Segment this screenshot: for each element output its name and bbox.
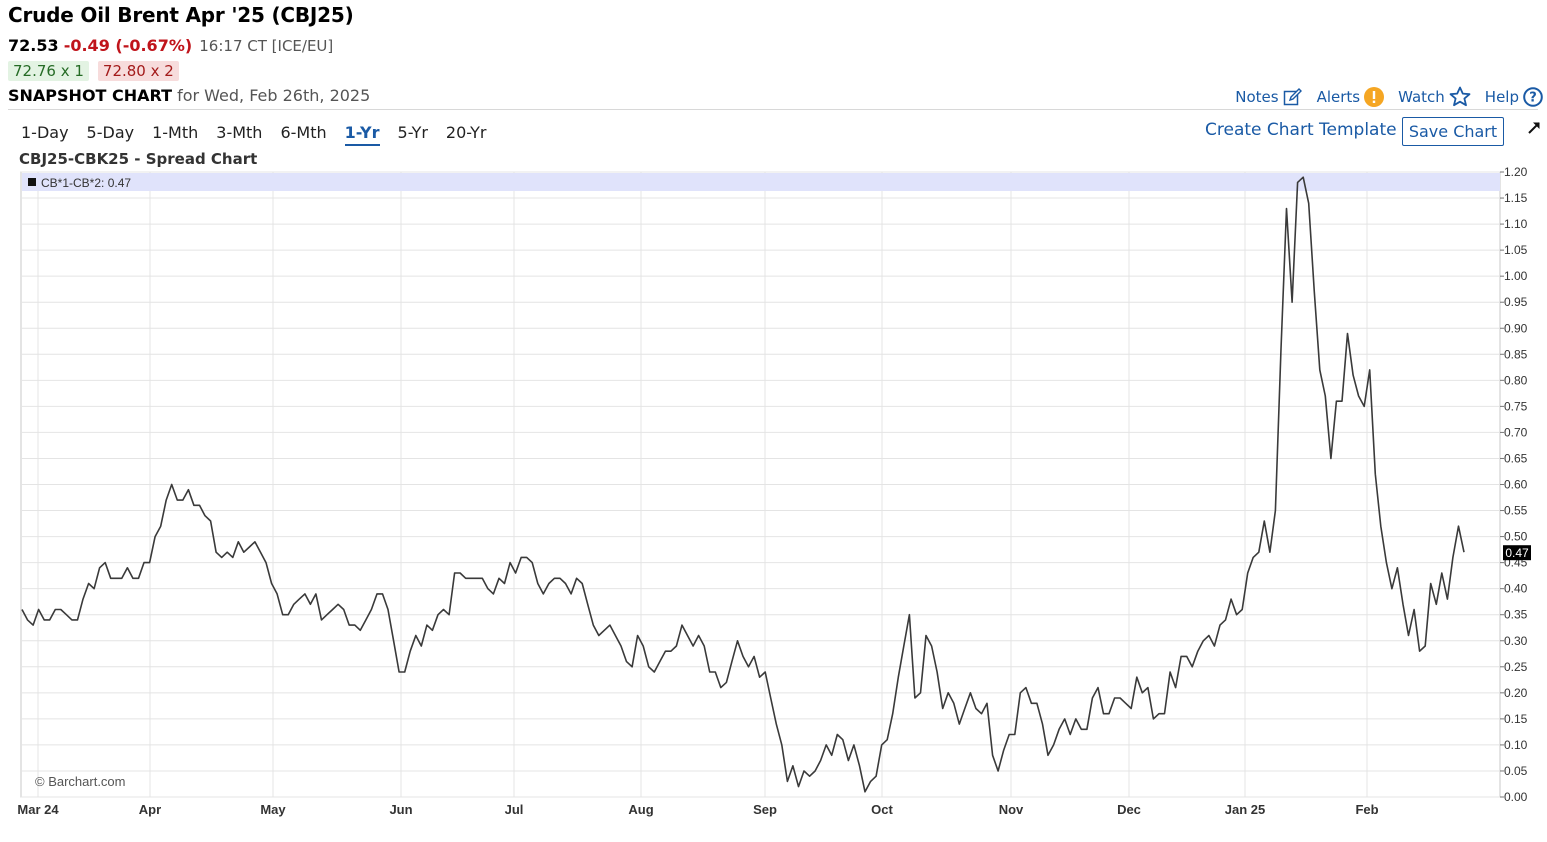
quote-line: 72.53 -0.49 (-0.67%) 16:17 CT [ICE/EU] — [8, 36, 333, 55]
x-tick-label: Sep — [753, 802, 777, 817]
y-tick-label: 1.10 — [1504, 217, 1528, 231]
help-button[interactable]: Help ? — [1484, 86, 1543, 107]
watermark: © Barchart.com — [35, 774, 126, 789]
bid-ask: 72.76 x 1 72.80 x 2 — [8, 61, 179, 81]
help-icon: ? — [1523, 86, 1543, 107]
quote-time: 16:17 CT [ICE/EU] — [199, 37, 334, 55]
notes-button[interactable]: Notes — [1235, 88, 1302, 106]
edit-icon — [1283, 87, 1303, 106]
chart-title: CBJ25-CBK25 - Spread Chart — [19, 150, 258, 168]
y-tick-label: 0.85 — [1504, 347, 1528, 361]
y-tick-label: 0.60 — [1504, 478, 1528, 492]
y-tick-label: 0.20 — [1504, 686, 1528, 700]
x-tick-label: Apr — [139, 802, 161, 817]
legend-swatch — [28, 178, 36, 186]
x-tick-label: Mar 24 — [17, 802, 59, 817]
y-tick-label: 0.55 — [1504, 504, 1528, 518]
y-grid — [21, 171, 1500, 798]
period-tab-5-yr[interactable]: 5-Yr — [397, 123, 428, 142]
y-tick-label: 0.70 — [1504, 425, 1528, 439]
alert-icon — [1364, 86, 1385, 107]
svg-text:?: ? — [1529, 90, 1537, 105]
last-value-marker: 0.47 — [1503, 545, 1531, 561]
notes-label: Notes — [1235, 87, 1279, 106]
ask-badge: 72.80 x 2 — [97, 61, 179, 81]
y-tick-label: 0.90 — [1504, 321, 1528, 335]
y-tick-label: 0.50 — [1504, 530, 1528, 544]
x-tick-label: Jan 25 — [1225, 802, 1265, 817]
alerts-label: Alerts — [1316, 87, 1361, 106]
legend-label: CB*1-CB*2: 0.47 — [41, 176, 131, 190]
period-tab-3-mth[interactable]: 3-Mth — [216, 123, 263, 142]
spread-line — [21, 176, 1465, 793]
x-axis: Mar 24 Apr May Jun Jul Aug Sep Oct Nov Dec Jan 25 F… — [17, 802, 1378, 817]
snapshot-label: SNAPSHOT CHART — [8, 86, 173, 105]
y-tick-label: 1.20 — [1504, 165, 1528, 179]
snapshot-heading: SNAPSHOT CHART for Wed, Feb 26th, 2025 — [8, 86, 370, 105]
watch-button[interactable]: Watch — [1398, 86, 1471, 107]
y-tick-label: 0.25 — [1504, 660, 1528, 674]
watch-label: Watch — [1398, 87, 1445, 106]
period-tab-1-yr[interactable]: 1-Yr — [344, 123, 380, 146]
header-divider — [8, 109, 1538, 110]
x-tick-label: Feb — [1355, 802, 1378, 817]
x-tick-label: Oct — [871, 802, 893, 817]
last-price: 72.53 — [8, 36, 59, 55]
y-tick-label: 0.10 — [1504, 738, 1528, 752]
y-tick-label: 1.00 — [1504, 269, 1528, 283]
bid-badge: 72.76 x 1 — [8, 61, 89, 81]
y-tick-label: 0.80 — [1504, 373, 1528, 387]
page-title: Crude Oil Brent Apr '25 (CBJ25) — [8, 3, 354, 27]
star-icon — [1449, 86, 1471, 107]
y-tick-label: 0.35 — [1504, 608, 1528, 622]
snapshot-date: for Wed, Feb 26th, 2025 — [177, 86, 371, 105]
y-tick-label: 0.30 — [1504, 634, 1528, 648]
price-change: -0.49 (-0.67%) — [63, 36, 193, 55]
y-tick-label: 0.95 — [1504, 295, 1528, 309]
y-axis: 1.20 1.15 1.10 1.05 1.00 0.95 0.90 0.85 0.80 0.75… — [1500, 165, 1528, 804]
y-tick-label: 0.65 — [1504, 451, 1528, 465]
x-tick-label: Jul — [505, 802, 524, 817]
x-tick-label: Dec — [1117, 802, 1141, 817]
expand-icon[interactable] — [1526, 120, 1542, 140]
y-tick-label: 1.05 — [1504, 243, 1528, 257]
y-tick-label: 0.00 — [1504, 790, 1528, 804]
legend-band — [22, 173, 1500, 191]
period-tab-5-day[interactable]: 5-Day — [86, 123, 135, 142]
x-tick-label: Nov — [999, 802, 1024, 817]
y-tick-label: 0.75 — [1504, 399, 1528, 413]
y-tick-label: 0.15 — [1504, 712, 1528, 726]
y-tick-label: 0.40 — [1504, 582, 1528, 596]
period-tabs: 1-Day 5-Day 1-Mth 3-Mth 6-Mth 1-Yr 5-Yr 20-Yr — [21, 123, 505, 146]
y-tick-label: 0.05 — [1504, 764, 1528, 778]
alerts-button[interactable]: Alerts — [1316, 86, 1385, 107]
period-tab-6-mth[interactable]: 6-Mth — [280, 123, 327, 142]
period-tab-1-mth[interactable]: 1-Mth — [152, 123, 199, 142]
x-tick-label: Jun — [389, 802, 412, 817]
last-value-box — [1503, 545, 1531, 561]
series-line — [21, 176, 1465, 793]
x-tick-label: Aug — [628, 802, 653, 817]
create-chart-template-link[interactable]: Create Chart Template — [1205, 120, 1397, 140]
spread-chart: CB*1-CB*2: 0.47 1.20 1.15 1.10 1.05 1.00 0.95… — [17, 165, 1531, 817]
period-tab-20-yr[interactable]: 20-Yr — [445, 123, 487, 142]
save-chart-button[interactable]: Save Chart — [1402, 117, 1504, 146]
y-tick-label: 1.15 — [1504, 191, 1528, 205]
x-tick-label: May — [260, 802, 286, 817]
period-tab-1-day[interactable]: 1-Day — [21, 123, 69, 142]
help-label: Help — [1484, 87, 1519, 106]
last-value-label: 0.47 — [1505, 546, 1529, 560]
x-grid — [37, 172, 1368, 797]
toolbar: Notes Alerts Watch Help ? — [1221, 86, 1543, 107]
